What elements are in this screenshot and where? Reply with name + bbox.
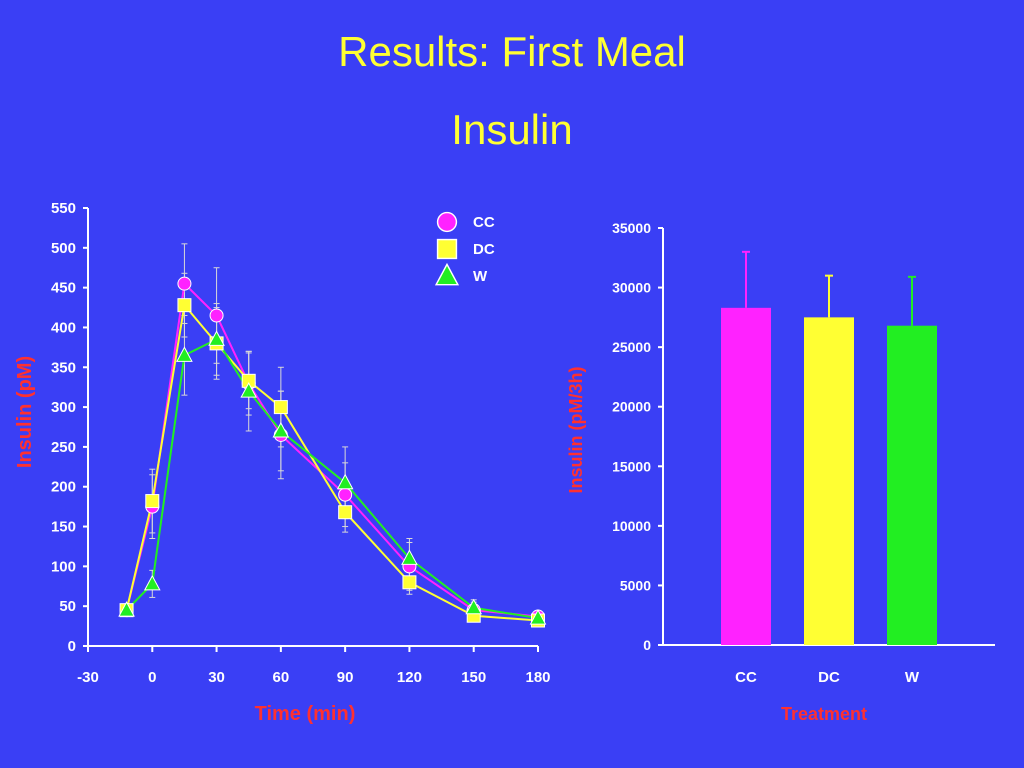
bar-chart-y-tick-label: 30000 [612,280,651,296]
line-chart-x-tick-label: 120 [397,669,422,686]
data-point-W [529,609,547,625]
line-chart-x-tick-label: 30 [208,669,225,686]
data-point-CC [177,276,192,291]
legend-marker-CC [436,211,458,233]
line-chart-y-tick-label: 200 [51,479,76,496]
bar-chart-x-tick-label: W [905,669,920,686]
data-point-W [143,574,161,591]
data-point-W [176,346,193,362]
line-chart-y-tick-label: 400 [51,319,76,336]
line-chart-y-tick-label: 150 [51,519,76,536]
data-point-CC [338,487,353,502]
bar-chart-y-tick-label: 25000 [612,339,651,355]
line-chart-x-tick-label: 60 [273,669,290,686]
data-point-W [208,330,225,346]
line-chart-x-axis-label: Time (min) [255,703,356,725]
bar-chart-x-tick-label: DC [818,669,840,686]
bar-chart-x-axis-label: Treatment [781,704,867,724]
line-chart-y-tick-label: 500 [51,240,76,257]
bar-chart-y-axis-label: Insulin (pM/3h) [566,367,586,494]
data-point-W [465,598,483,615]
bar-CC [721,307,771,645]
data-point-W [336,473,354,490]
line-chart-y-tick-label: 100 [51,558,76,575]
line-chart-x-tick-label: -30 [77,669,99,686]
line-chart-y-tick-label: 300 [51,399,76,416]
data-point-W [272,421,290,438]
data-point-DC [145,494,160,509]
bar-DC [804,317,854,645]
bar-chart-y-tick-label: 10000 [612,518,651,534]
data-point-W [401,549,418,565]
line-chart-x-tick-label: 150 [461,669,486,686]
series-line-DC [125,302,539,622]
line-chart-y-tick-label: 50 [59,598,76,615]
legend-label-CC: CC [473,214,495,231]
line-chart-y-tick-label: 250 [51,439,76,456]
bar-chart-y-tick-label: 0 [643,637,651,653]
data-point-W [240,382,258,398]
line-chart-y-axis-label: Insulin (pM) [14,356,36,468]
bar-W [887,325,937,645]
line-chart-x-tick-label: 90 [337,669,354,686]
slide-title: Results: First Meal [338,28,686,75]
data-point-W [118,601,135,617]
legend-label-W: W [473,268,488,285]
line-chart-y-tick-label: 0 [68,638,76,655]
bar-chart-y-tick-label: 5000 [620,577,651,593]
data-point-CC [209,308,224,323]
data-point-DC [177,298,192,313]
data-point-DC [338,505,353,520]
data-point-DC [402,575,417,590]
bar-chart-y-tick-label: 35000 [612,220,651,236]
line-chart-y-tick-label: 350 [51,359,76,376]
legend-label-DC: DC [473,241,495,258]
line-chart-y-tick-label: 450 [51,280,76,297]
series-line-W [125,338,539,620]
bar-chart-y-tick-label: 20000 [612,399,651,415]
legend-marker-DC [436,238,458,260]
series-line-CC [125,281,539,618]
bar-chart-x-tick-label: CC [735,669,757,686]
slide-subtitle: Insulin [451,106,573,153]
data-point-DC [273,400,288,415]
legend-marker-W [434,262,460,286]
line-chart-x-tick-label: 0 [148,669,156,686]
line-chart-x-tick-label: 180 [525,669,550,686]
bar-chart-y-tick-label: 15000 [612,458,651,474]
line-chart-y-tick-label: 550 [51,200,76,217]
